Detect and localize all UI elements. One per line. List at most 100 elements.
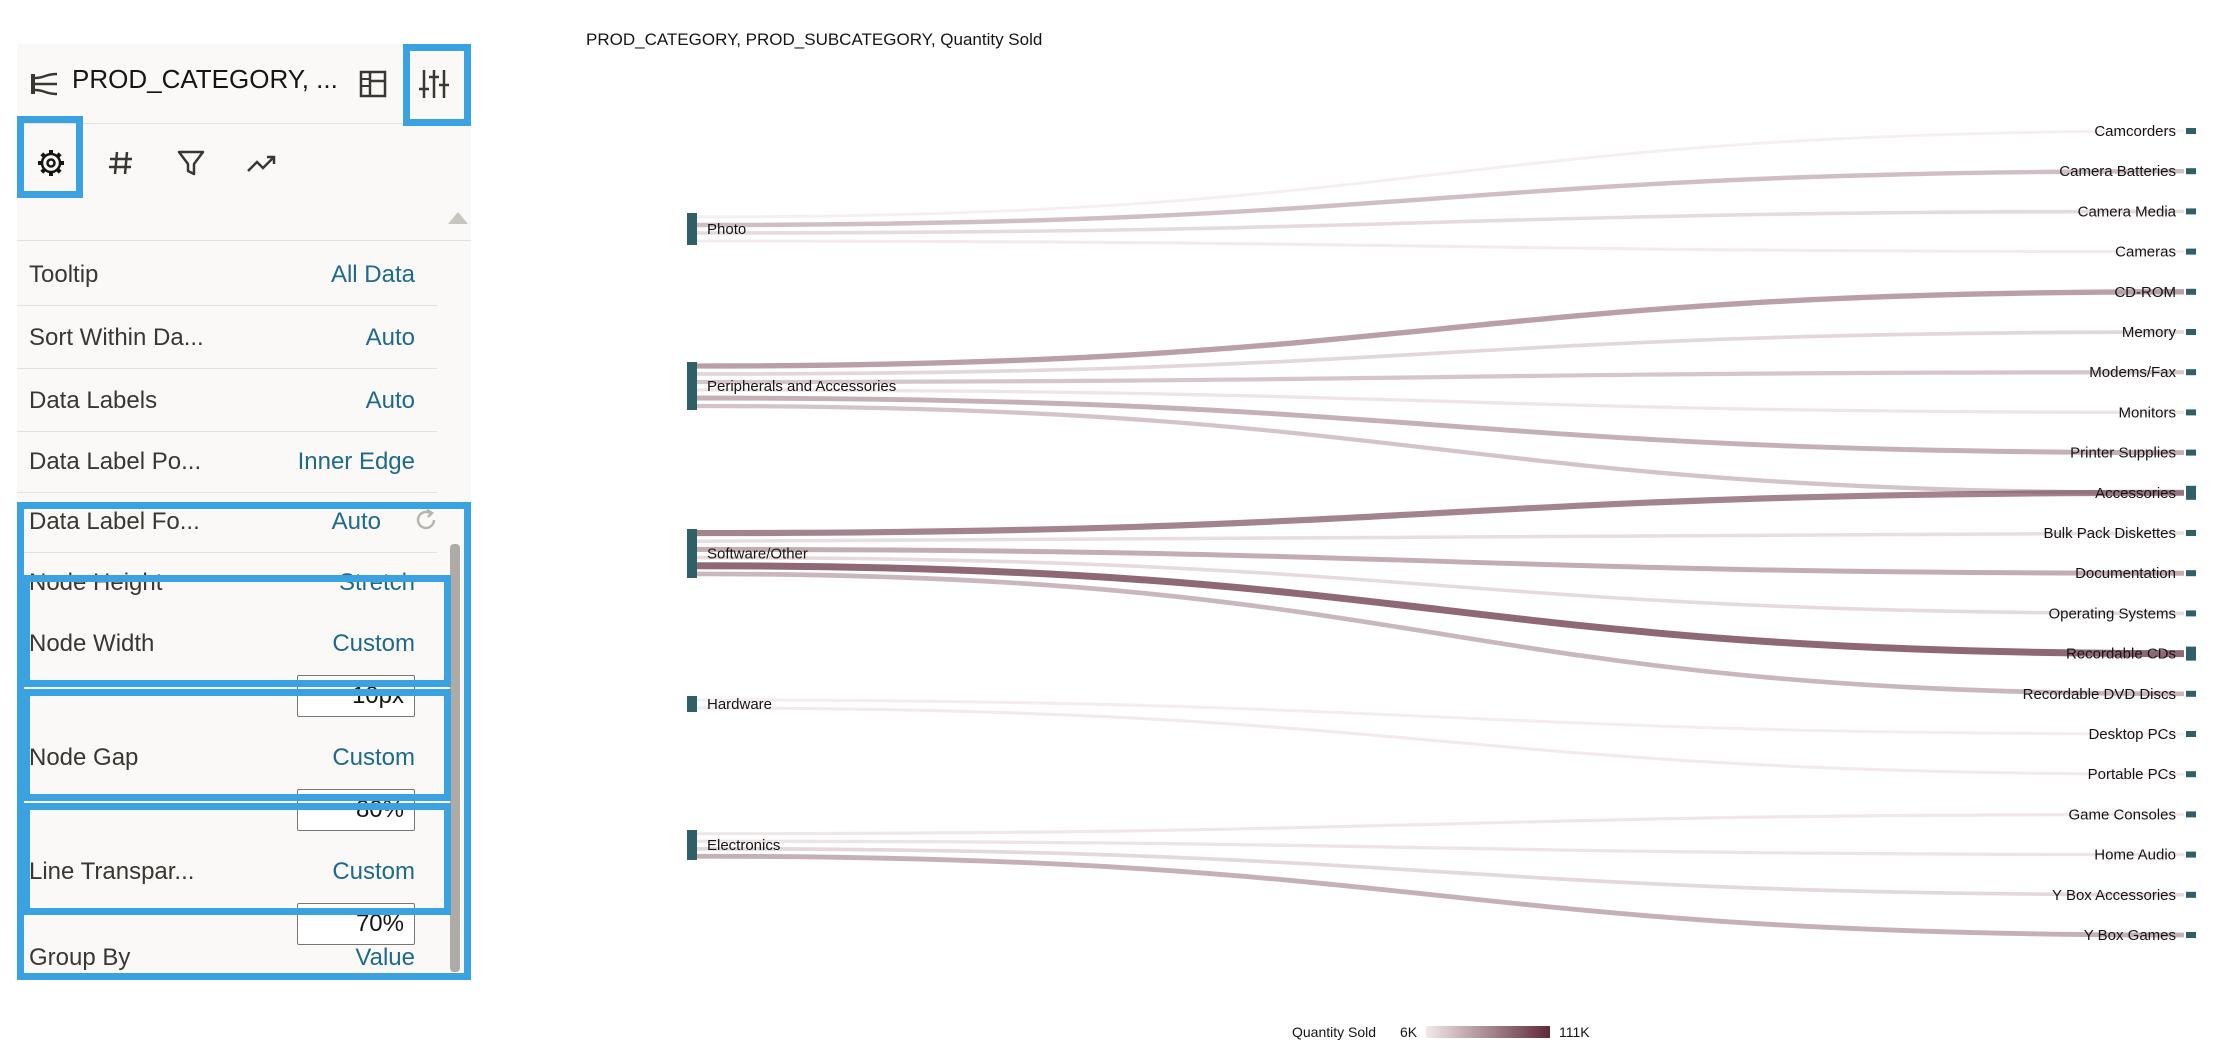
sankey-link[interactable] <box>696 403 2185 495</box>
sankey-source-node[interactable] <box>687 830 697 860</box>
sliders-icon <box>419 70 449 98</box>
sankey-link[interactable] <box>696 853 2185 938</box>
sankey-link[interactable] <box>696 555 2185 616</box>
sankey-target-node[interactable] <box>2186 208 2196 215</box>
tab-general[interactable] <box>17 124 85 202</box>
sankey-link[interactable] <box>696 812 2185 836</box>
sankey-target-node[interactable] <box>2186 530 2196 536</box>
property-row-label-format[interactable]: Data Label Fo... Auto <box>17 490 437 553</box>
sankey-target-node[interactable] <box>2186 771 2196 778</box>
sankey-source-node[interactable] <box>687 362 697 410</box>
property-label: Tooltip <box>29 261 99 288</box>
legend-max-label: 111K <box>1559 1024 1590 1040</box>
sankey-chart-icon[interactable] <box>27 66 63 102</box>
layout-icon <box>359 70 387 98</box>
property-value[interactable]: Custom <box>332 858 415 885</box>
sankey-target-node[interactable] <box>2186 128 2196 134</box>
sankey-source-node[interactable] <box>687 696 697 712</box>
properties-button[interactable] <box>404 46 464 122</box>
sankey-target-label: Modems/Fax <box>2089 364 2176 381</box>
sankey-target-node[interactable] <box>2186 288 2196 295</box>
tab-analytics[interactable] <box>228 124 296 202</box>
property-value[interactable]: All Data <box>330 261 415 288</box>
sankey-target-node[interactable] <box>2186 449 2196 456</box>
sankey-link[interactable] <box>696 546 2185 576</box>
sankey-link[interactable] <box>696 839 2185 857</box>
sankey-target-node[interactable] <box>2186 168 2196 175</box>
sankey-link[interactable] <box>696 846 2185 897</box>
sankey-link[interactable] <box>696 531 2185 544</box>
sankey-target-node[interactable] <box>2186 409 2196 416</box>
sankey-target-node[interactable] <box>2186 731 2196 737</box>
chart-title: PROD_CATEGORY, PROD_SUBCATEGORY, Quantit… <box>586 30 1043 49</box>
property-value[interactable]: Inner Edge <box>297 448 415 475</box>
scroll-up-arrow[interactable] <box>448 212 468 224</box>
property-value[interactable]: Stretch <box>338 569 415 596</box>
sankey-source-node[interactable] <box>687 529 697 578</box>
hash-icon <box>109 151 132 175</box>
property-row-data-labels[interactable]: Data Labels Auto <box>17 369 437 432</box>
tab-number-format[interactable] <box>87 124 155 202</box>
property-label: Data Labels <box>29 387 158 414</box>
property-row-label-position[interactable]: Data Label Po... Inner Edge <box>17 430 437 493</box>
sankey-target-node[interactable] <box>2186 369 2196 376</box>
property-label: Node Width <box>29 630 155 657</box>
sankey-source-node[interactable] <box>687 213 697 245</box>
sankey-target-node[interactable] <box>2186 570 2196 577</box>
sankey-target-node[interactable] <box>2186 485 2196 500</box>
sankey-link[interactable] <box>696 562 2185 658</box>
sankey-target-label: Cameras <box>2115 244 2176 261</box>
property-label: Node Gap <box>29 744 139 771</box>
sankey-link[interactable] <box>696 289 2185 369</box>
sankey-link[interactable] <box>696 706 2185 776</box>
property-value[interactable]: Auto <box>365 324 415 351</box>
property-row-sort[interactable]: Sort Within Da... Auto <box>17 306 437 369</box>
sankey-source-label: Photo <box>707 221 746 238</box>
scrollbar-thumb[interactable] <box>450 544 460 972</box>
panel-header: PROD_CATEGORY, ... <box>17 44 471 123</box>
sankey-link[interactable] <box>696 698 2185 736</box>
property-value[interactable]: Custom <box>332 630 415 657</box>
property-value[interactable]: Auto <box>331 508 381 535</box>
sankey-link[interactable] <box>696 239 2185 254</box>
sankey-target-label: Operating Systems <box>2048 605 2176 622</box>
sankey-target-node[interactable] <box>2186 329 2196 335</box>
sankey-target-node[interactable] <box>2186 891 2196 898</box>
sankey-target-label: Recordable CDs <box>2066 646 2176 663</box>
property-row-group-by[interactable]: Group By Value <box>17 944 437 979</box>
property-value[interactable]: Value <box>355 944 415 971</box>
property-label: Group By <box>29 944 131 971</box>
sankey-link[interactable] <box>696 489 2185 537</box>
filter-icon <box>177 150 205 176</box>
sankey-link[interactable] <box>696 129 2185 219</box>
legend-title: Quantity Sold <box>1292 1024 1376 1040</box>
sankey-target-node[interactable] <box>2186 932 2196 938</box>
sankey-target-node[interactable] <box>2186 610 2196 617</box>
sankey-target-node[interactable] <box>2186 851 2196 858</box>
property-row-node-height[interactable]: Node Height Stretch <box>17 551 437 614</box>
sankey-target-label: Desktop PCs <box>2088 726 2176 743</box>
property-row-tooltip[interactable]: Tooltip All Data <box>17 243 437 306</box>
sankey-target-node[interactable] <box>2186 811 2196 818</box>
sankey-link[interactable] <box>696 168 2185 228</box>
layout-button[interactable] <box>352 63 394 105</box>
property-value[interactable]: Auto <box>365 387 415 414</box>
sankey-link[interactable] <box>696 388 2185 415</box>
sankey-source-label: Peripherals and Accessories <box>707 378 896 395</box>
tab-filter[interactable] <box>157 124 225 202</box>
sankey-target-node[interactable] <box>2186 248 2196 255</box>
sankey-target-node[interactable] <box>2186 646 2196 661</box>
sankey-target-label: Camcorders <box>2094 123 2176 140</box>
sankey-target-node[interactable] <box>2186 690 2196 697</box>
sankey-target-label: Y Box Games <box>2084 927 2176 944</box>
sankey-link[interactable] <box>696 571 2185 697</box>
sankey-link[interactable] <box>696 370 2185 385</box>
property-label: Line Transpar... <box>29 858 195 885</box>
reset-icon[interactable] <box>412 506 440 534</box>
sankey-link[interactable] <box>696 209 2185 235</box>
sankey-link[interactable] <box>696 395 2185 456</box>
sankey-target-label: Printer Supplies <box>2070 445 2176 462</box>
property-value[interactable]: Custom <box>332 744 415 771</box>
sankey-link[interactable] <box>696 330 2185 376</box>
legend-color-bar <box>1426 1026 1550 1038</box>
